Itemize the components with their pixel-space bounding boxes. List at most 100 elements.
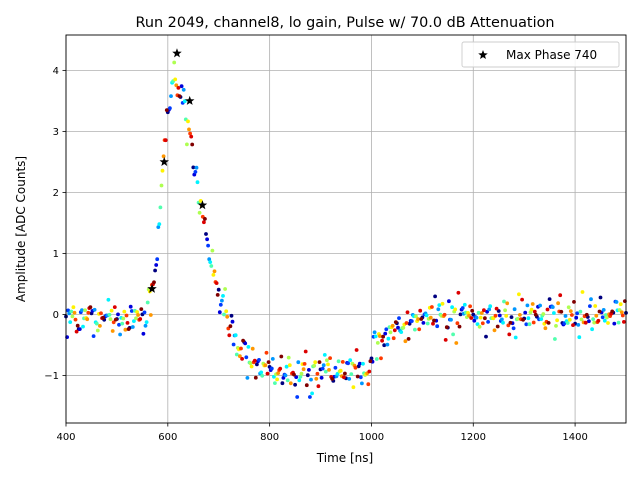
y-tick-label: 3: [53, 127, 59, 138]
data-point: [515, 317, 520, 321]
data-point: [72, 310, 77, 315]
data-point: [177, 94, 182, 98]
data-point: [275, 377, 279, 382]
data-point: [384, 327, 389, 332]
data-point: [269, 366, 274, 371]
data-point: [520, 297, 524, 302]
data-point: [342, 375, 346, 380]
data-point: [246, 345, 251, 349]
max-phase-star: [159, 156, 170, 166]
data-point: [106, 297, 111, 302]
data-point: [559, 309, 564, 314]
data-point: [468, 304, 472, 309]
data-point: [181, 87, 186, 92]
data-point: [302, 362, 307, 366]
data-point: [366, 382, 371, 387]
data-point: [346, 361, 350, 366]
data-point: [211, 273, 216, 277]
data-point: [354, 348, 359, 352]
data-point: [73, 317, 78, 322]
y-tick-label: 0: [53, 310, 59, 321]
data-point: [601, 308, 606, 312]
data-point: [179, 84, 184, 89]
data-point: [309, 377, 313, 382]
data-point: [303, 349, 308, 354]
data-point: [248, 361, 253, 366]
data-point: [279, 354, 284, 359]
data-point: [476, 310, 481, 315]
data-point: [218, 302, 223, 307]
data-point: [285, 378, 290, 383]
data-point: [292, 372, 296, 377]
data-point: [404, 321, 409, 325]
data-point: [209, 264, 214, 268]
data-point: [596, 318, 601, 323]
data-point: [273, 381, 277, 385]
data-point: [294, 375, 299, 379]
data-point: [77, 327, 82, 331]
data-point: [554, 324, 558, 328]
data-point: [91, 334, 96, 338]
data-point: [197, 210, 202, 215]
data-point: [141, 331, 146, 336]
data-point: [243, 341, 248, 346]
data-point: [307, 368, 311, 372]
data-point: [238, 354, 242, 359]
data-point: [281, 376, 286, 380]
data-point: [88, 305, 93, 310]
data-point: [135, 310, 140, 314]
data-point: [159, 183, 164, 188]
data-point: [619, 310, 624, 315]
data-point: [518, 313, 522, 317]
data-point: [483, 316, 487, 321]
data-point: [513, 335, 518, 340]
data-point: [249, 364, 254, 369]
data-point: [305, 373, 310, 378]
data-point: [372, 330, 377, 335]
data-point: [458, 312, 463, 317]
data-point: [107, 312, 112, 317]
data-point: [206, 243, 211, 248]
data-point: [368, 359, 373, 364]
data-point: [392, 328, 397, 333]
plot-frame: [65, 34, 627, 424]
data-point: [457, 324, 462, 329]
data-point: [69, 309, 74, 314]
legend-box: [461, 41, 620, 68]
data-point: [176, 86, 181, 90]
data-point: [283, 373, 288, 378]
data-point: [527, 322, 532, 327]
data-point: [95, 328, 100, 333]
data-point: [393, 320, 398, 324]
data-point: [286, 355, 291, 360]
data-point: [298, 374, 303, 379]
data-point: [417, 327, 422, 332]
data-point: [447, 299, 451, 304]
data-point: [388, 330, 393, 335]
data-point: [589, 297, 593, 302]
data-point: [320, 366, 325, 371]
data-point: [453, 307, 458, 312]
data-point: [319, 375, 324, 380]
data-point: [538, 303, 542, 308]
data-point: [511, 326, 516, 331]
data-point: [148, 313, 153, 317]
y-tick-label: 4: [53, 66, 59, 77]
data-point: [568, 309, 573, 313]
data-point: [154, 263, 159, 267]
data-point: [312, 363, 317, 368]
data-point: [68, 320, 73, 324]
data-point: [416, 317, 420, 321]
max-phase-star: [172, 48, 182, 58]
data-point: [164, 108, 169, 112]
data-point: [380, 338, 384, 343]
data-point: [128, 304, 133, 309]
data-point: [572, 300, 576, 304]
data-point: [405, 310, 410, 315]
data-point: [293, 382, 297, 387]
data-point: [126, 327, 131, 331]
y-axis-ticks: −1 0 1 2 3 4: [44, 66, 66, 382]
data-point: [524, 322, 529, 327]
data-point: [600, 315, 605, 320]
data-point: [270, 357, 275, 361]
